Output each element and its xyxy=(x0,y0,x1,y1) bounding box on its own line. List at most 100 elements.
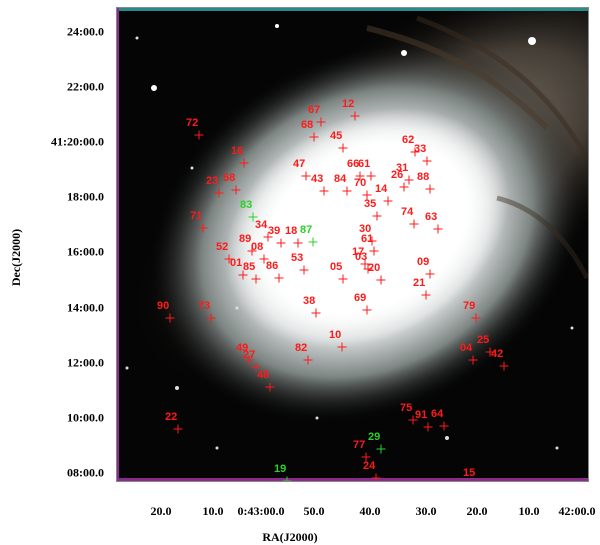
source-marker xyxy=(338,274,348,284)
source-label: 47 xyxy=(293,158,306,170)
source-marker xyxy=(276,238,286,248)
source-label: 26 xyxy=(391,169,404,181)
y-tick-label: 41:20:00.0 xyxy=(51,134,104,149)
source-marker xyxy=(244,355,254,365)
source-marker xyxy=(425,269,435,279)
source-label: 38 xyxy=(303,295,316,307)
source-label: 61 xyxy=(361,233,374,245)
source-label: 31 xyxy=(396,162,409,174)
source-label: 43 xyxy=(311,173,324,185)
source-label: 52 xyxy=(216,241,229,253)
galaxy-image xyxy=(117,8,588,481)
source-marker xyxy=(499,361,509,371)
source-marker xyxy=(408,415,418,425)
y-tick-label: 16:00.0 xyxy=(67,244,104,259)
sky-image: 67 12 72 68 45 62 33 16 47 66 61 31 26 88 23 58 43 84 70 14… xyxy=(116,7,589,482)
source-marker xyxy=(399,182,409,192)
source-marker xyxy=(239,158,249,168)
source-marker xyxy=(421,290,431,300)
source-label: 10 xyxy=(329,329,342,341)
source-label: 09 xyxy=(417,256,430,268)
source-marker xyxy=(383,196,393,206)
source-marker xyxy=(265,382,275,392)
source-marker xyxy=(471,313,481,323)
source-label: 72 xyxy=(186,117,199,129)
source-label: 23 xyxy=(206,175,219,187)
source-marker xyxy=(259,254,269,264)
source-marker xyxy=(198,223,208,233)
source-label: 67 xyxy=(308,104,321,116)
x-tick-label: 30.0 xyxy=(415,504,437,518)
source-label: 74 xyxy=(401,206,414,218)
source-label: 91 xyxy=(415,409,428,421)
source-marker xyxy=(362,190,372,200)
x-tick-label: 0:43:00.0 xyxy=(237,504,285,518)
source-label: 48 xyxy=(257,369,270,381)
source-label: 61 xyxy=(358,158,371,170)
source-label: 18 xyxy=(285,225,298,237)
source-label: 21 xyxy=(413,277,426,289)
source-label: 42 xyxy=(491,348,504,360)
source-label: 82 xyxy=(295,342,308,354)
source-marker xyxy=(337,342,347,352)
source-marker xyxy=(194,130,204,140)
source-marker xyxy=(468,355,478,365)
y-axis-label: Dec(J2000) xyxy=(9,228,24,287)
source-marker xyxy=(308,237,318,247)
x-tick-label: 20.0 xyxy=(150,504,172,518)
source-label: 20 xyxy=(368,262,381,274)
source-marker xyxy=(214,188,224,198)
source-label: 71 xyxy=(190,210,203,222)
source-label: 01 xyxy=(230,257,243,269)
source-marker xyxy=(439,421,449,431)
source-label: 62 xyxy=(402,134,415,146)
source-label: 03 xyxy=(355,251,368,263)
source-label: 64 xyxy=(431,408,444,420)
source-marker xyxy=(409,219,419,229)
y-tick-label: 08:00.0 xyxy=(67,465,104,480)
source-label: 90 xyxy=(157,300,170,312)
source-marker xyxy=(366,171,376,181)
source-label: 04 xyxy=(460,342,473,354)
source-marker xyxy=(238,270,248,280)
source-marker xyxy=(404,175,414,185)
source-marker xyxy=(342,186,352,196)
y-tick-label: 12:00.0 xyxy=(67,355,104,370)
image-bottom-edge xyxy=(117,478,588,481)
source-label: 30 xyxy=(359,223,372,235)
source-label: 63 xyxy=(425,211,438,223)
source-label: 27 xyxy=(243,349,256,361)
source-label: 22 xyxy=(165,411,178,423)
source-label: 39 xyxy=(268,225,281,237)
source-label: 87 xyxy=(300,224,313,236)
x-axis-label: RA(J2000) xyxy=(262,530,318,544)
source-marker xyxy=(355,171,365,181)
source-label: 19 xyxy=(274,463,287,475)
y-tick-label: 14:00.0 xyxy=(67,300,104,315)
source-marker xyxy=(371,473,381,481)
image-left-edge xyxy=(117,8,119,481)
source-marker xyxy=(224,254,234,264)
source-marker xyxy=(247,246,257,256)
source-marker xyxy=(206,313,216,323)
source-label: 69 xyxy=(354,292,367,304)
source-label: 86 xyxy=(266,260,279,272)
source-label: 79 xyxy=(463,300,476,312)
source-marker xyxy=(319,186,329,196)
source-label: 66 xyxy=(347,158,360,170)
source-label: 45 xyxy=(330,130,343,142)
source-marker xyxy=(372,211,382,221)
source-marker xyxy=(165,313,175,323)
image-top-edge xyxy=(117,8,588,11)
source-label: 75 xyxy=(400,402,413,414)
source-marker xyxy=(361,452,371,462)
source-marker xyxy=(303,355,313,365)
y-tick-label: 18:00.0 xyxy=(67,189,104,204)
x-tick-label: 10.0 xyxy=(202,504,224,518)
source-label: 53 xyxy=(291,252,304,264)
x-tick-label: 20.0 xyxy=(466,504,488,518)
source-marker xyxy=(301,171,311,181)
source-label: 88 xyxy=(417,171,430,183)
source-label: 14 xyxy=(375,183,388,195)
source-marker xyxy=(293,238,303,248)
